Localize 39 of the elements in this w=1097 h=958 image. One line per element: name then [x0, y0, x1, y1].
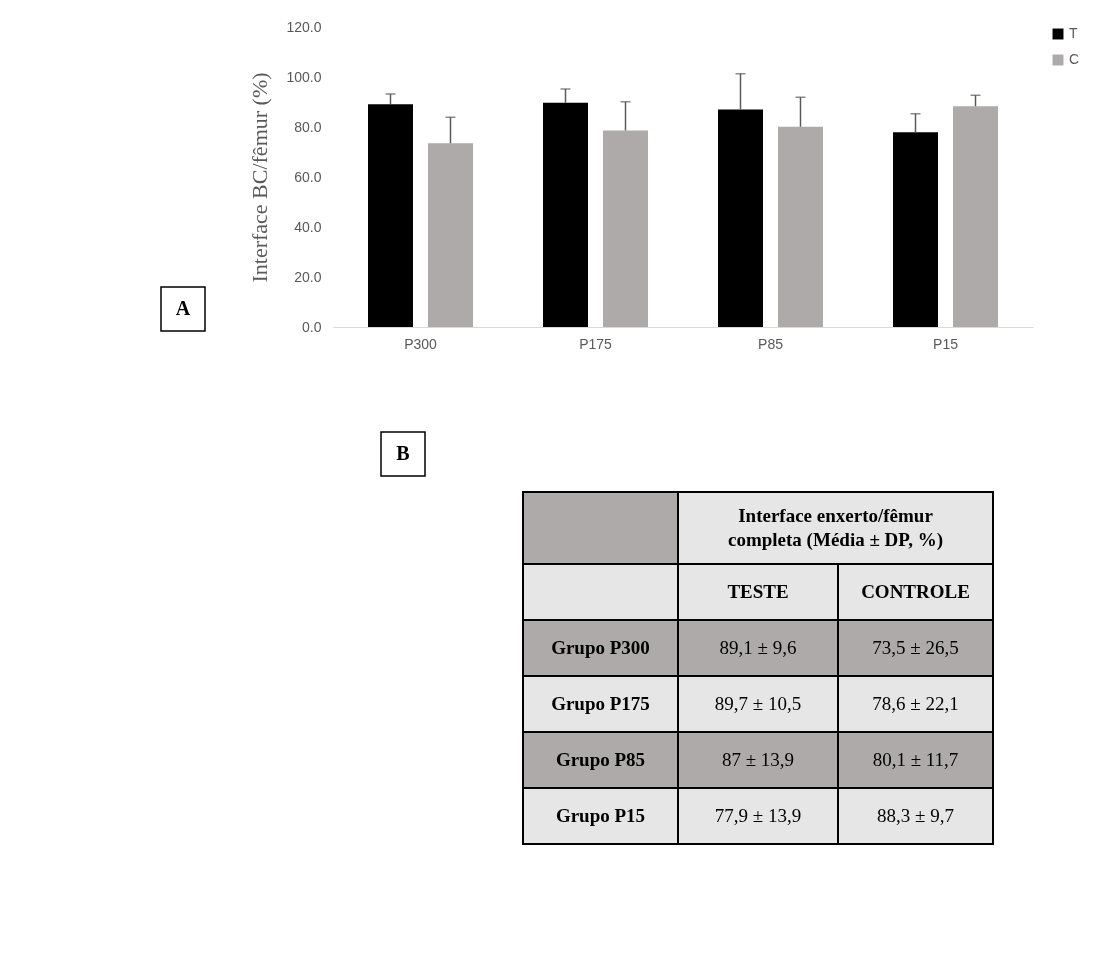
legend-label: T: [1069, 25, 1078, 41]
bar: [603, 130, 648, 327]
bar: [718, 109, 763, 327]
y-tick-label: 80.0: [294, 118, 322, 135]
text: B: [396, 442, 410, 464]
bar: [428, 143, 473, 327]
bar: [368, 104, 413, 327]
y-tick-label: 0.0: [302, 318, 322, 335]
y-tick-label: 60.0: [294, 168, 322, 185]
bar: [543, 102, 588, 327]
text: TESTE: [727, 581, 789, 602]
y-tick-label: 100.0: [286, 68, 322, 85]
text: 89,7 ± 10,5: [714, 693, 802, 714]
text: CONTROLE: [861, 581, 970, 602]
text: 88,3 ± 9,7: [877, 805, 954, 826]
x-tick-label: P15: [933, 335, 959, 352]
legend-label: C: [1069, 51, 1080, 67]
y-axis-title: Interface BC/fêmur (%): [247, 72, 273, 283]
text: Grupo P85: [555, 749, 646, 770]
text: 80,1 ± 11,7: [872, 749, 959, 770]
text: Grupo P15: [555, 805, 646, 826]
text: Interface enxerto/fêmur completa (Média ± DP, %): [728, 505, 943, 551]
text: 77,9 ± 13,9: [714, 805, 802, 826]
bar: [893, 132, 938, 327]
y-tick-label: 40.0: [294, 218, 322, 235]
text: A: [175, 297, 191, 319]
x-tick-label: P175: [579, 335, 613, 352]
y-tick-label: 20.0: [294, 268, 322, 285]
text: 73,5 ± 26,5: [872, 637, 959, 658]
text: Grupo P175: [551, 693, 650, 714]
x-tick-label: P300: [404, 335, 438, 352]
y-tick-label: 120.0: [286, 18, 322, 35]
bar: [778, 126, 823, 327]
bar: [953, 106, 998, 327]
x-tick-label: P85: [758, 335, 784, 352]
text: 89,1 ± 9,6: [719, 637, 797, 658]
text: Grupo P300: [551, 637, 650, 658]
text: 78,6 ± 22,1: [872, 693, 959, 714]
text: 87 ± 13,9: [721, 749, 795, 770]
